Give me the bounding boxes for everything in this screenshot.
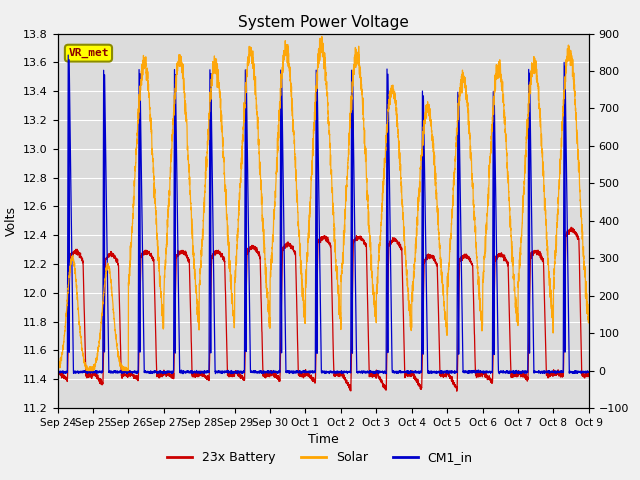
Title: System Power Voltage: System Power Voltage — [238, 15, 408, 30]
Legend: 23x Battery, Solar, CM1_in: 23x Battery, Solar, CM1_in — [163, 446, 477, 469]
X-axis label: Time: Time — [308, 433, 339, 446]
Y-axis label: Volts: Volts — [4, 206, 17, 236]
Text: VR_met: VR_met — [68, 48, 109, 58]
